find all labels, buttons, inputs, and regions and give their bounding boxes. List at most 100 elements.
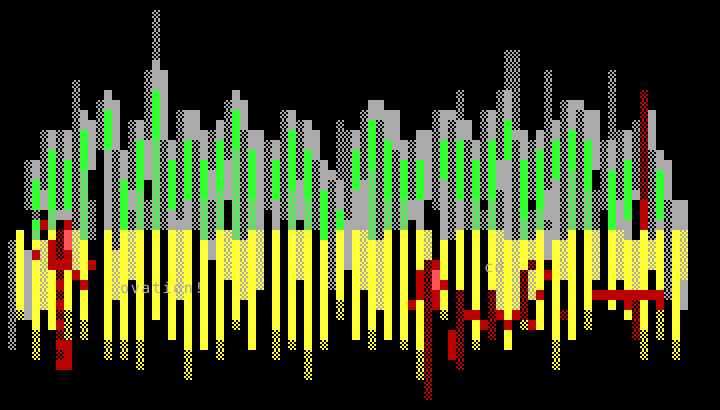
spectrum-cell: [168, 150, 176, 160]
spectrum-cell: [120, 330, 128, 340]
spectrum-cell: [56, 130, 64, 140]
spectrum-cell: [456, 220, 464, 230]
spectrum-cell: [560, 150, 568, 160]
spectrum-cell: [328, 230, 336, 240]
spectrum-cell: [400, 300, 408, 310]
spectrum-cell: [376, 240, 384, 250]
spectrum-cell: [368, 150, 376, 160]
spectrum-cell: [488, 230, 496, 240]
spectrum-cell: [168, 300, 176, 310]
spectrum-cell: [320, 340, 328, 350]
spectrum-cell: [664, 290, 672, 300]
spectrum-cell: [440, 170, 448, 180]
spectrum-cell: [64, 200, 72, 210]
spectrum-cell: [64, 350, 72, 360]
spectrum-cell: [672, 200, 680, 210]
spectrum-cell: [248, 320, 256, 330]
spectrum-cell: [32, 180, 40, 190]
spectrum-cell: [320, 220, 328, 230]
spectrum-cell: [536, 130, 544, 140]
spectrum-cell: [312, 200, 320, 210]
spectrum-cell: [288, 250, 296, 260]
spectrum-cell: [152, 240, 160, 250]
spectrum-cell: [168, 250, 176, 260]
spectrum-cell: [456, 300, 464, 310]
spectrum-cell: [456, 120, 464, 130]
spectrum-cell: [128, 260, 136, 270]
spectrum-cell: [536, 230, 544, 240]
spectrum-cell: [224, 260, 232, 270]
spectrum-cell: [664, 200, 672, 210]
spectrum-cell: [200, 280, 208, 290]
spectrum-cell: [536, 170, 544, 180]
spectrum-cell: [136, 210, 144, 220]
spectrum-cell: [528, 140, 536, 150]
spectrum-cell: [432, 280, 440, 290]
spectrum-cell: [216, 170, 224, 180]
spectrum-cell: [568, 260, 576, 270]
spectrum-cell: [48, 250, 56, 260]
spectrum-cell: [344, 260, 352, 270]
spectrum-cell: [32, 310, 40, 320]
spectrum-cell: [416, 140, 424, 150]
spectrum-cell: [80, 330, 88, 340]
spectrum-cell: [352, 260, 360, 270]
spectrum-cell: [592, 250, 600, 260]
spectrum-cell: [104, 130, 112, 140]
spectrum-cell: [456, 350, 464, 360]
spectrum-cell: [624, 140, 632, 150]
spectrum-cell: [224, 100, 232, 110]
spectrum-cell: [72, 230, 80, 240]
spectrum-cell: [656, 200, 664, 210]
spectrum-cell: [400, 220, 408, 230]
spectrum-cell: [152, 140, 160, 150]
spectrum-cell: [448, 350, 456, 360]
spectrum-cell: [136, 320, 144, 330]
spectrum-cell: [56, 290, 64, 300]
spectrum-cell: [368, 210, 376, 220]
spectrum-cell: [232, 270, 240, 280]
spectrum-cell: [296, 260, 304, 270]
spectrum-cell: [344, 130, 352, 140]
spectrum-cell: [456, 360, 464, 370]
spectrum-cell: [40, 220, 48, 230]
spectrum-cell: [232, 290, 240, 300]
spectrum-cell: [496, 270, 504, 280]
spectrum-cell: [648, 130, 656, 140]
spectrum-cell: [104, 140, 112, 150]
spectrum-cell: [408, 150, 416, 160]
spectrum-cell: [200, 140, 208, 150]
spectrum-cell: [120, 280, 128, 290]
spectrum-cell: [640, 220, 648, 230]
spectrum-cell: [352, 130, 360, 140]
spectrum-cell: [504, 160, 512, 170]
spectrum-cell: [568, 290, 576, 300]
spectrum-cell: [608, 240, 616, 250]
spectrum-cell: [56, 230, 64, 240]
spectrum-cell: [632, 120, 640, 130]
spectrum-cell: [552, 270, 560, 280]
spectrum-cell: [624, 130, 632, 140]
spectrum-cell: [56, 300, 64, 310]
spectrum-cell: [640, 260, 648, 270]
spectrum-cell: [232, 250, 240, 260]
spectrum-cell: [424, 390, 432, 400]
spectrum-cell: [352, 320, 360, 330]
spectrum-cell: [144, 140, 152, 150]
spectrum-cell: [168, 270, 176, 280]
spectrum-cell: [296, 190, 304, 200]
spectrum-cell: [112, 240, 120, 250]
spectrum-cell: [16, 300, 24, 310]
spectrum-cell: [560, 180, 568, 190]
spectrum-cell: [208, 250, 216, 260]
spectrum-cell: [48, 150, 56, 160]
spectrum-cell: [56, 170, 64, 180]
spectrum-cell: [512, 180, 520, 190]
ovation-label: ovation!: [120, 279, 206, 297]
spectrum-cell: [72, 270, 80, 280]
spectrum-cell: [224, 130, 232, 140]
spectrum-cell: [256, 280, 264, 290]
spectrum-cell: [24, 170, 32, 180]
spectrum-cell: [456, 280, 464, 290]
spectrum-cell: [664, 260, 672, 270]
